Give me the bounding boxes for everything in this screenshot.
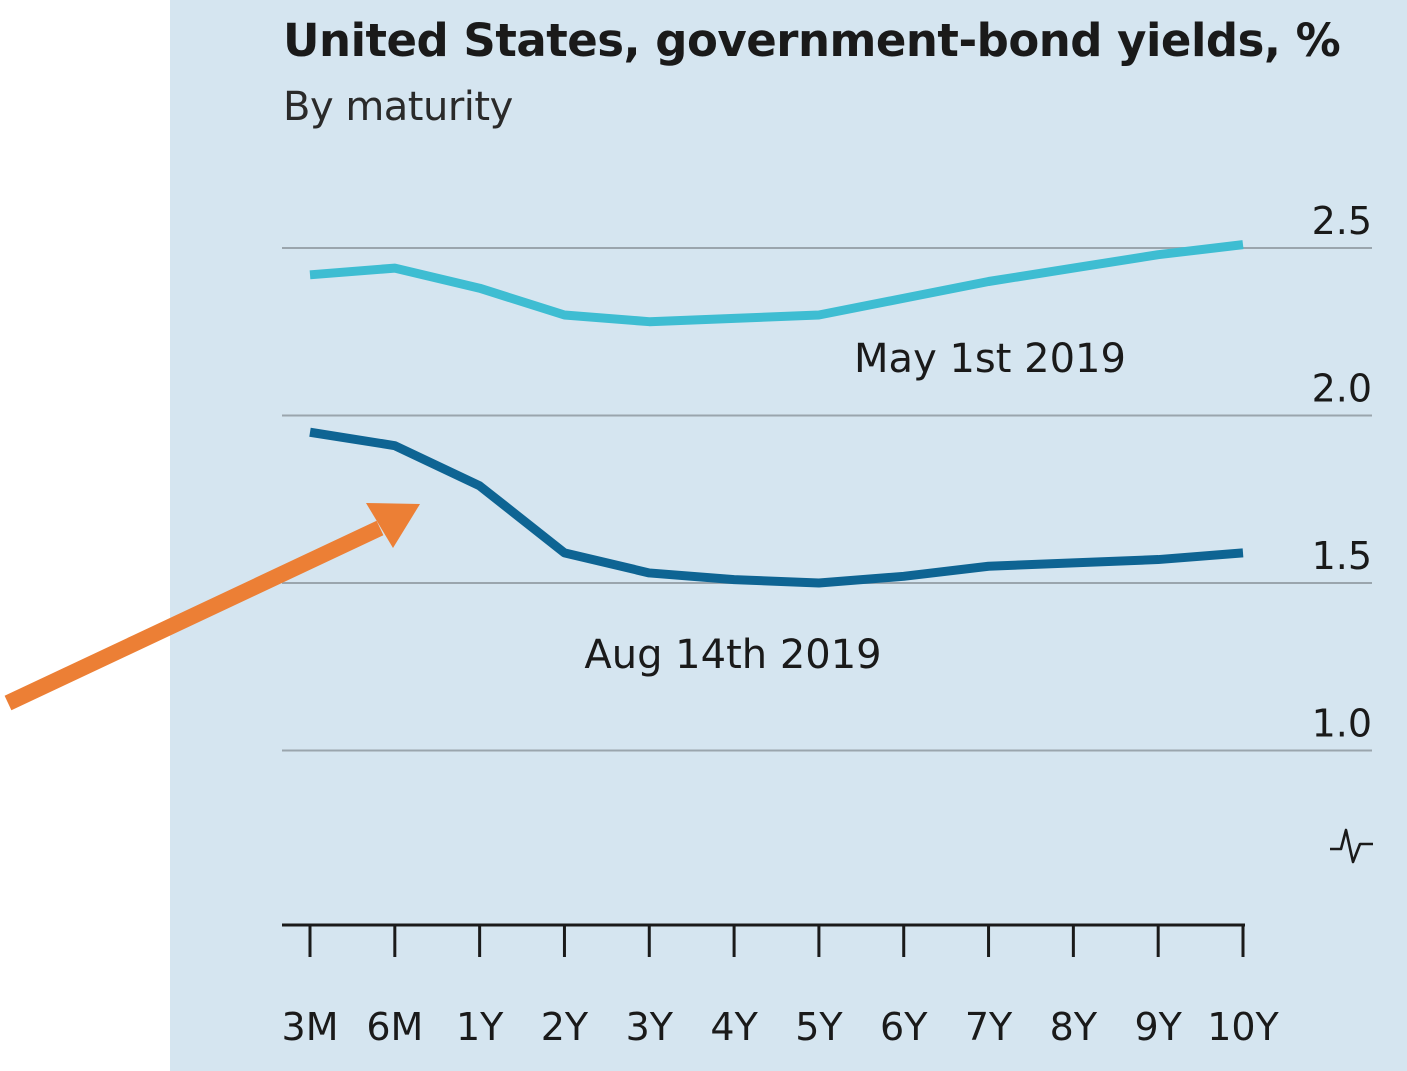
- x-tick-label: 7Y: [965, 1005, 1013, 1049]
- x-tick-label: 5Y: [795, 1005, 843, 1049]
- series-labels: May 1st 2019 Aug 14th 2019: [584, 336, 1126, 678]
- x-tick-label: 4Y: [710, 1005, 758, 1049]
- x-tick-label: 3Y: [626, 1005, 674, 1049]
- y-tick-label: 1.0: [1312, 702, 1372, 746]
- x-tick-label: 3M: [282, 1005, 339, 1049]
- chart-title: United States, government-bond yields, %: [283, 14, 1341, 67]
- y-tick-label: 1.5: [1312, 534, 1372, 578]
- series-line-0: [309, 240, 1244, 327]
- x-tick-label: 1Y: [456, 1005, 504, 1049]
- annotation-arrowhead: [366, 503, 420, 548]
- x-tick-label: 6M: [366, 1005, 423, 1049]
- x-tick-label: 2Y: [541, 1005, 589, 1049]
- axis-break-icon: [1330, 828, 1373, 864]
- x-tick-label: 10Y: [1207, 1005, 1279, 1049]
- x-tick-label: 9Y: [1134, 1005, 1182, 1049]
- x-tick-label: 6Y: [880, 1005, 928, 1049]
- x-axis: 3M 6M 1Y 2Y 3Y 4Y 5Y 6Y 7Y 8Y 9Y 10Y: [282, 923, 1280, 1049]
- series-line-1: [309, 427, 1244, 588]
- axis-break-icon: [1330, 828, 1373, 864]
- series-lines: [309, 240, 1244, 588]
- chart-subtitle: By maturity: [283, 84, 513, 130]
- y-tick-label: 2.0: [1312, 367, 1372, 411]
- annotation-arrow: [4, 503, 420, 711]
- annotation-arrow-shaft: [4, 520, 384, 711]
- series-label-1: Aug 14th 2019: [584, 632, 881, 678]
- y-axis-ticks: 2.5 2.0 1.5 1.0: [1312, 199, 1372, 746]
- series-label-0: May 1st 2019: [854, 336, 1126, 382]
- x-tick-label: 8Y: [1050, 1005, 1098, 1049]
- y-tick-label: 2.5: [1312, 199, 1372, 243]
